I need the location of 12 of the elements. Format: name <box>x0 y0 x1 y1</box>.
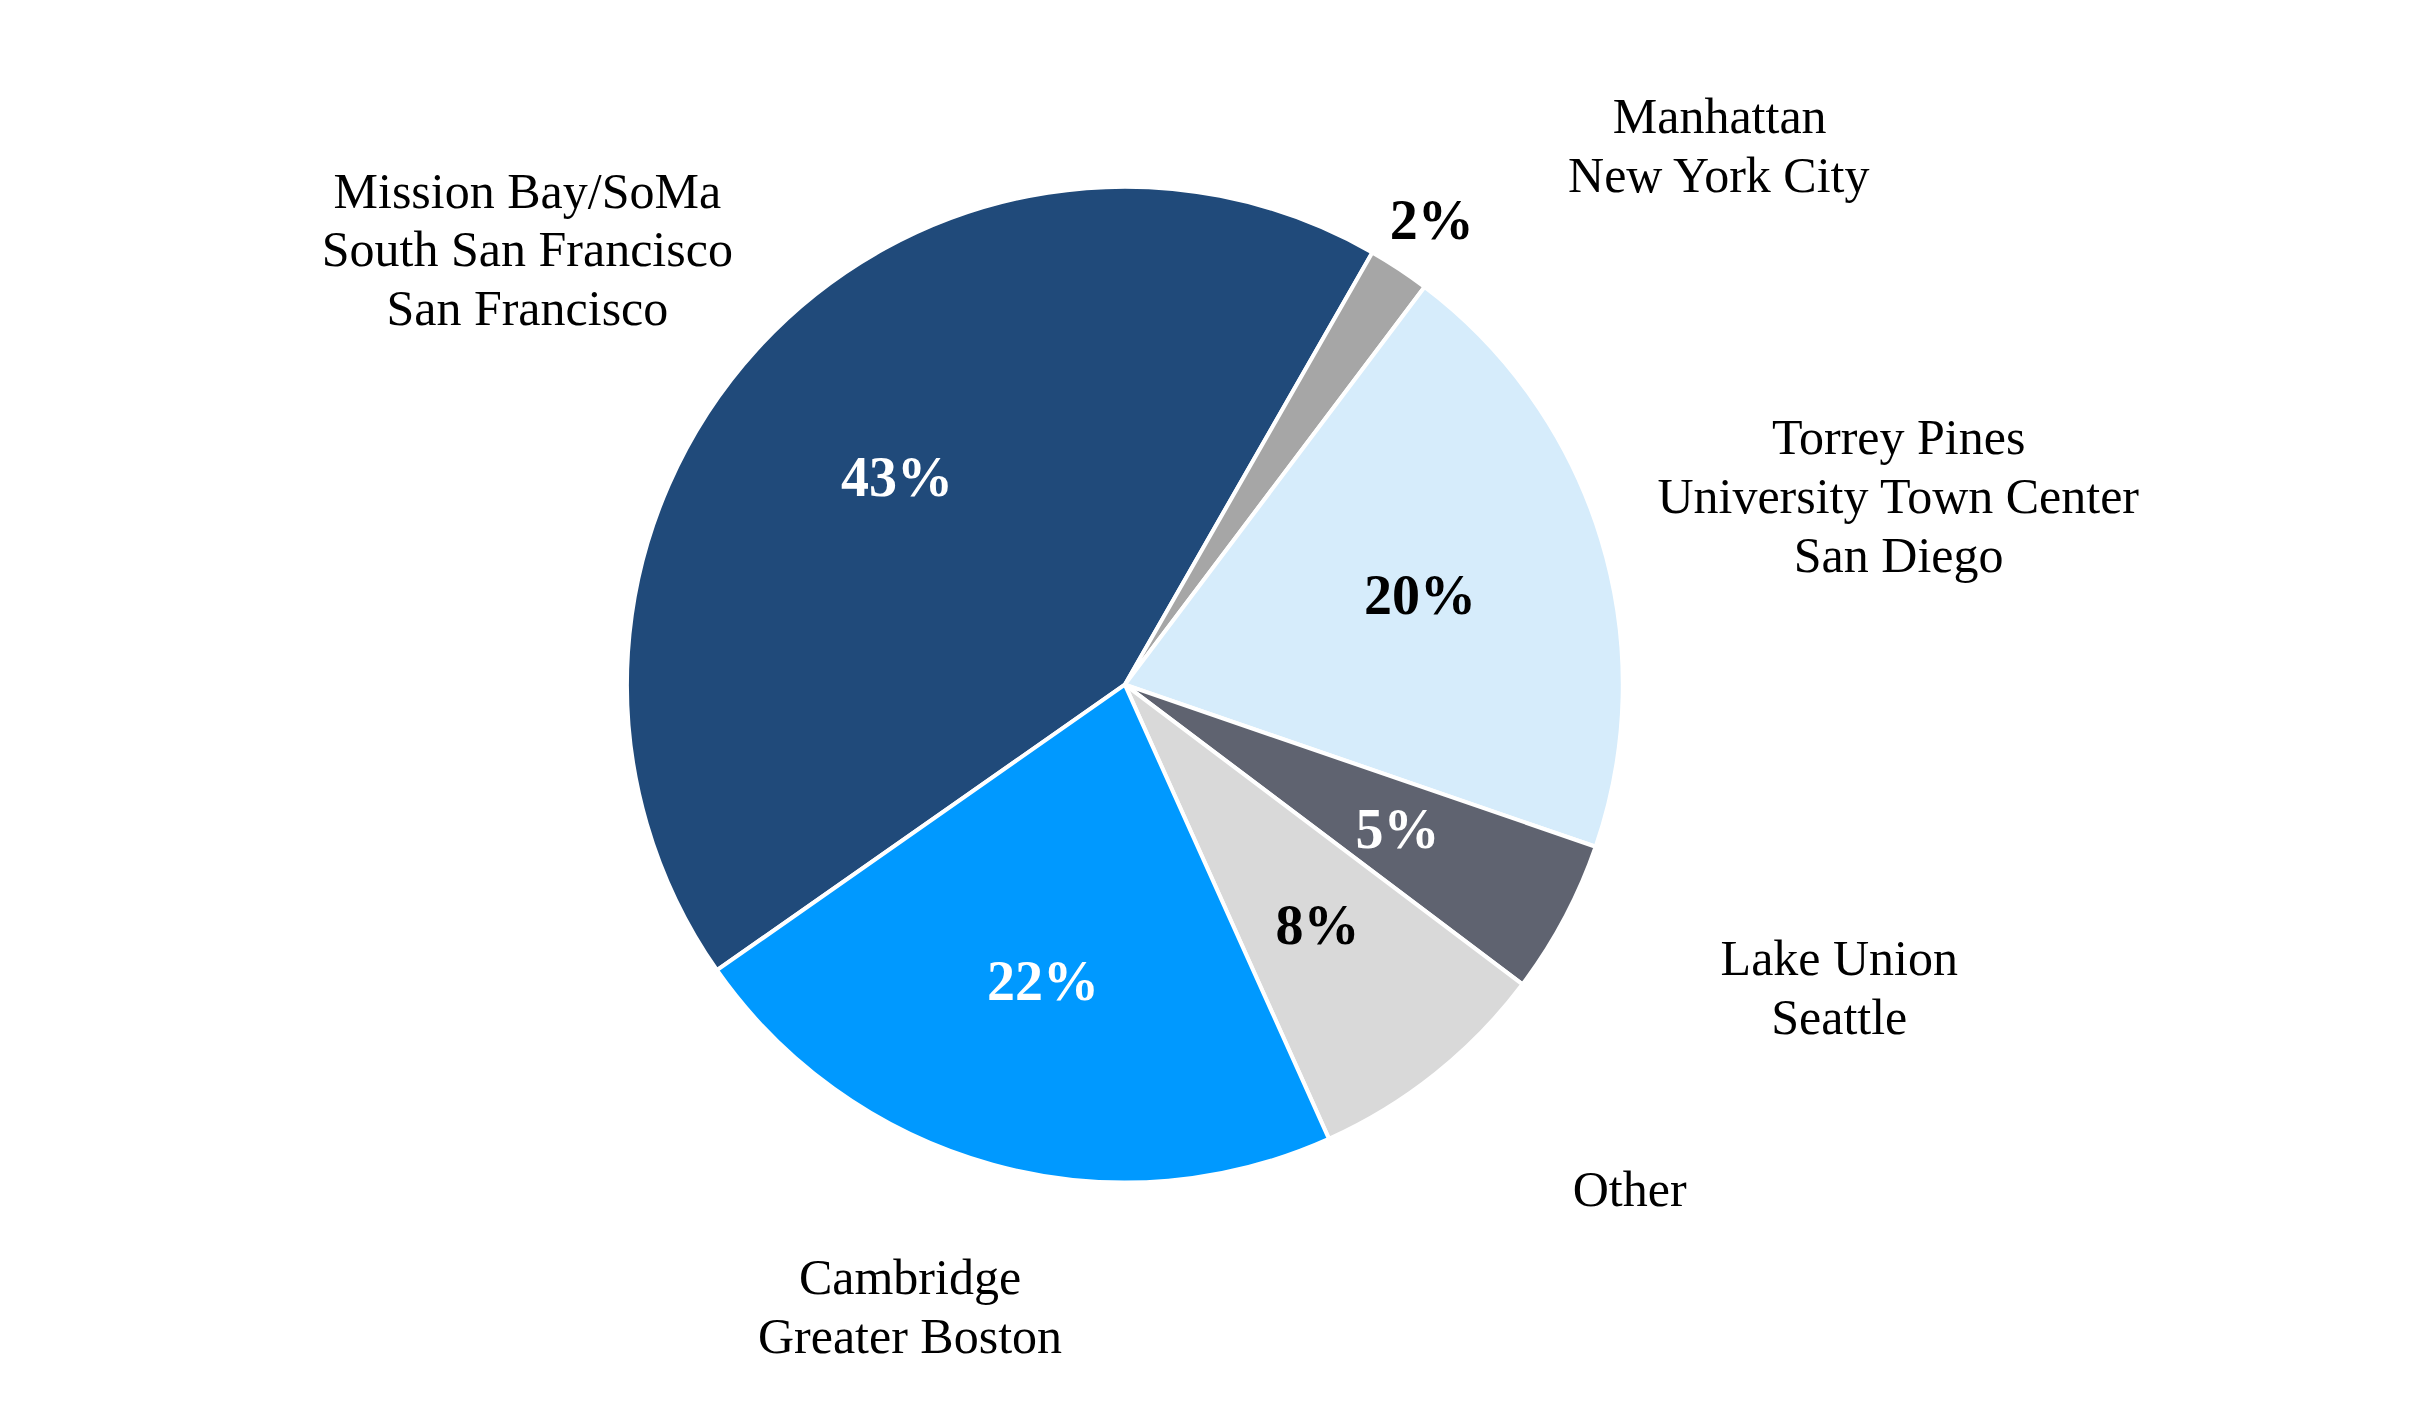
data-label: 2% <box>1389 189 1474 252</box>
data-label: 5% <box>1355 798 1440 861</box>
slice-label: Cambridge Greater Boston <box>757 1249 1063 1365</box>
slice-label: Manhattan New York City <box>1568 88 1870 204</box>
slice-label: Torrey Pines University Town Center San Diego <box>1657 409 2140 583</box>
slice-label: Mission Bay/SoMa South San Francisco San Francisco <box>321 162 733 337</box>
data-label: 22% <box>986 950 1099 1013</box>
slice-label: Lake Union Seattle <box>1720 930 1959 1046</box>
data-label: 43% <box>840 446 953 509</box>
slice-label: Other <box>1572 1161 1687 1217</box>
data-label: 20% <box>1364 563 1477 626</box>
data-label: 8% <box>1275 894 1360 957</box>
